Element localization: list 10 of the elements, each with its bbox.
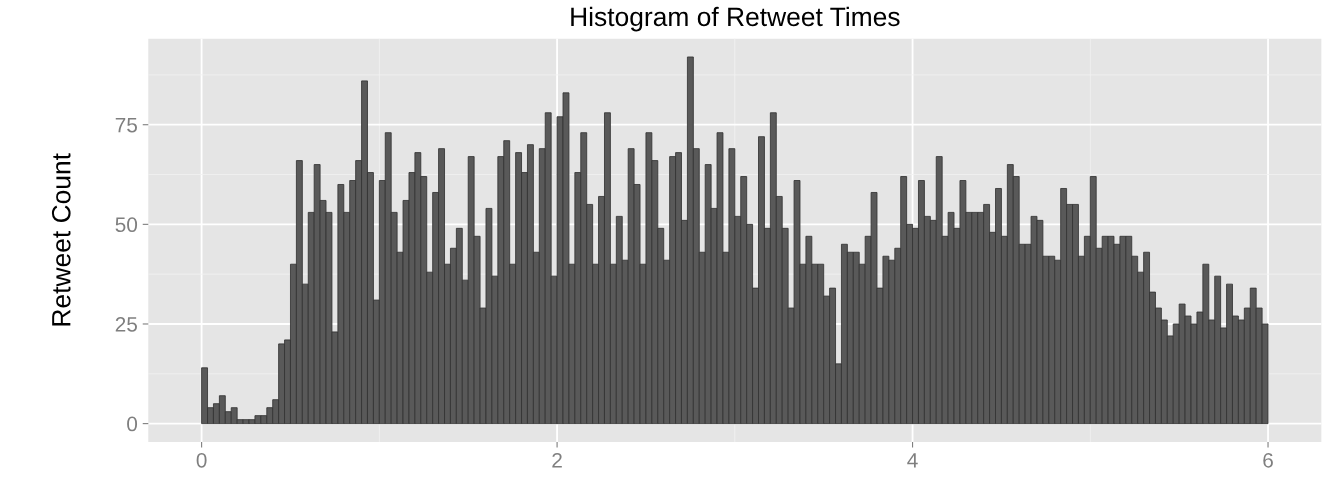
x-tick-label: 2 (552, 452, 562, 468)
chart-title: Histogram of Retweet Times (571, 6, 900, 32)
y-tick-label: 25 (115, 316, 137, 332)
x-tick-label: 0 (196, 452, 207, 468)
y-axis-title: Retweet Count (51, 153, 71, 326)
y-tick-label: 50 (115, 217, 138, 233)
x-tick-label: 6 (1263, 452, 1273, 468)
x-tick-label: 4 (907, 453, 918, 468)
y-tick-label: 0 (127, 416, 138, 432)
y-tick-label: 75 (115, 117, 137, 133)
